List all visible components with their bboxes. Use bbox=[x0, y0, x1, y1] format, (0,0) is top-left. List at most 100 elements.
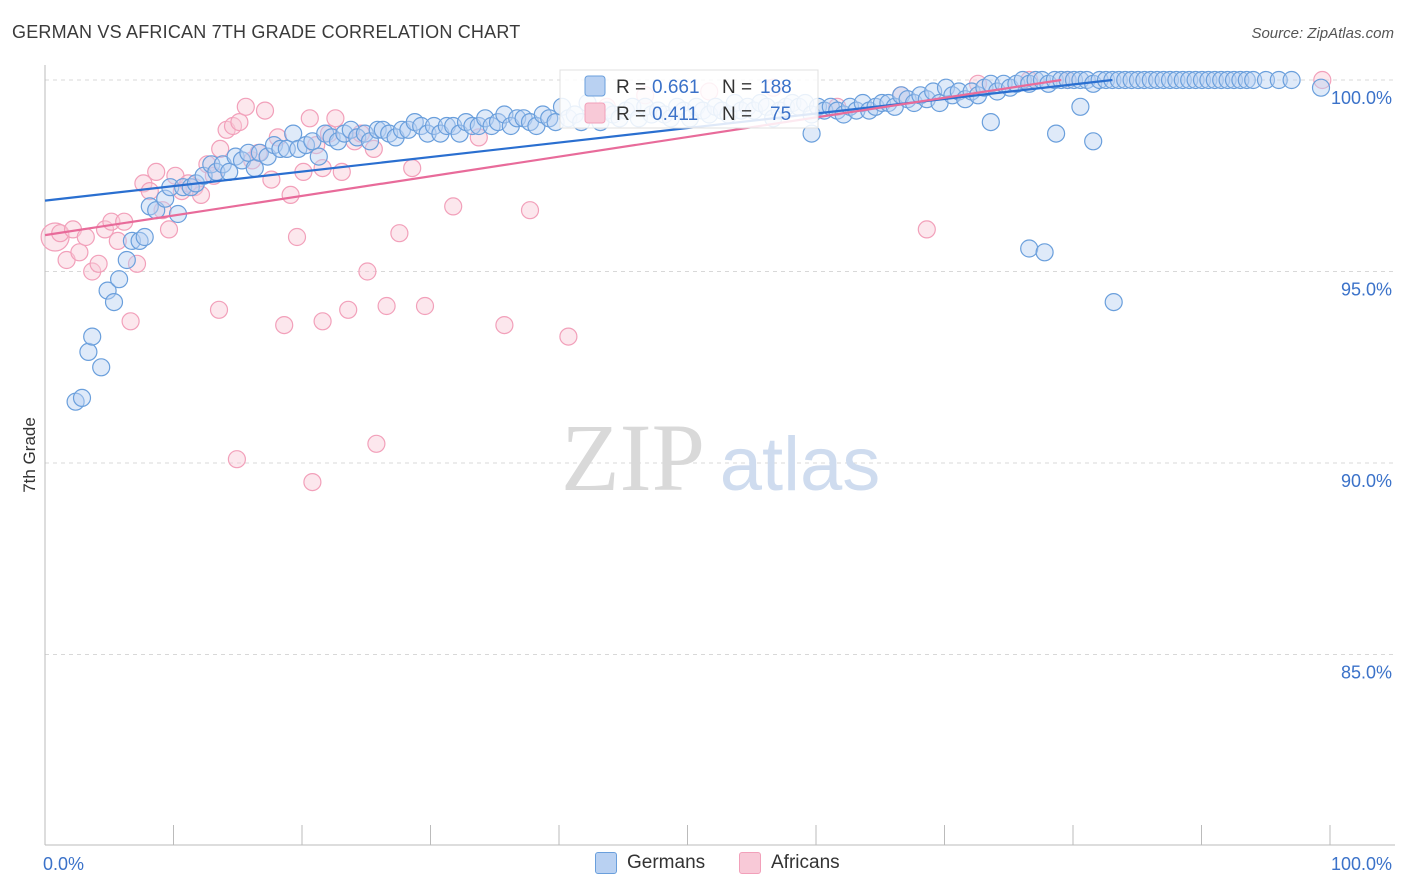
german-point bbox=[424, 116, 444, 136]
german-point bbox=[109, 270, 129, 289]
german-point bbox=[1231, 70, 1250, 90]
african-point bbox=[917, 220, 936, 239]
african-point bbox=[444, 197, 463, 216]
german-point bbox=[1046, 124, 1066, 143]
african-point bbox=[281, 185, 300, 204]
african-point bbox=[313, 312, 332, 331]
african-point bbox=[108, 231, 127, 250]
stat-n-label-germans: N = bbox=[722, 77, 752, 98]
stat-r-germans: 0.661 bbox=[652, 77, 700, 98]
german-point bbox=[368, 120, 387, 139]
german-point bbox=[156, 189, 175, 208]
trend-lines bbox=[44, 78, 1113, 237]
x-tick-label: 0.0% bbox=[43, 854, 84, 874]
german-point bbox=[1104, 293, 1123, 312]
german-point bbox=[1282, 70, 1301, 90]
african-point bbox=[377, 296, 396, 316]
legend-swatch-germans bbox=[584, 75, 606, 97]
legend-item-germans[interactable]: Germans bbox=[595, 852, 705, 874]
german-point bbox=[1256, 70, 1276, 90]
x-tick-label: 100.0% bbox=[1331, 854, 1392, 874]
german-point bbox=[1218, 70, 1237, 90]
y-tick-label: 100.0% bbox=[1331, 88, 1392, 108]
series-legend: Germans Africans bbox=[0, 848, 1406, 880]
stats-legend: R = 0.661 N = 188 R = 0.411 N = 75 bbox=[559, 69, 819, 129]
african-point bbox=[191, 185, 211, 204]
african-point bbox=[403, 159, 422, 178]
german-point bbox=[104, 293, 124, 312]
germans-points bbox=[66, 70, 1331, 411]
legend-item-africans[interactable]: Africans bbox=[739, 852, 840, 874]
african-point bbox=[255, 101, 275, 120]
german-point bbox=[1084, 132, 1103, 151]
y-tick-label: 90.0% bbox=[1341, 471, 1392, 491]
german-point bbox=[1135, 70, 1154, 90]
legend-swatch-africans bbox=[584, 102, 606, 124]
german-point bbox=[135, 227, 154, 247]
african-point bbox=[495, 316, 514, 335]
german-point bbox=[98, 281, 117, 300]
african-point bbox=[76, 227, 95, 247]
german-point bbox=[72, 388, 92, 407]
stat-r-africans: 0.411 bbox=[652, 104, 698, 125]
german-point bbox=[83, 327, 102, 346]
african-point bbox=[159, 220, 179, 239]
stat-r-label-germans: R = bbox=[616, 77, 646, 98]
african-point bbox=[211, 139, 230, 158]
german-point bbox=[1167, 70, 1186, 90]
african-point bbox=[121, 312, 140, 331]
watermark-atlas: atlas bbox=[720, 422, 881, 507]
african-point bbox=[303, 473, 322, 492]
german-point bbox=[412, 116, 431, 136]
chart-title: GERMAN VS AFRICAN 7TH GRADE CORRELATION … bbox=[12, 22, 521, 42]
german-point bbox=[79, 342, 98, 361]
german-point bbox=[1224, 70, 1244, 90]
african-point bbox=[390, 224, 409, 243]
y-tick-label: 85.0% bbox=[1341, 663, 1392, 683]
axes bbox=[44, 65, 1395, 846]
german-point bbox=[1311, 78, 1331, 97]
stat-n-africans: 75 bbox=[770, 104, 791, 125]
african-point bbox=[339, 300, 358, 319]
african-point bbox=[140, 182, 159, 201]
african-point bbox=[147, 162, 166, 181]
african-point bbox=[520, 201, 540, 220]
african-point bbox=[127, 254, 147, 273]
legend-swatch-africans bbox=[739, 852, 761, 874]
stat-r-label-africans: R = bbox=[616, 104, 646, 125]
german-point bbox=[271, 139, 290, 158]
watermark-zip: ZIP bbox=[561, 404, 705, 511]
german-point bbox=[1128, 70, 1148, 90]
african-point bbox=[70, 243, 89, 262]
german-point bbox=[1180, 70, 1199, 90]
german-point bbox=[1269, 70, 1288, 90]
african-point bbox=[287, 227, 307, 247]
german-point bbox=[1244, 70, 1263, 90]
german-point bbox=[1141, 70, 1160, 90]
german-point bbox=[1122, 70, 1141, 90]
y-axis-label: 7th Grade bbox=[20, 417, 39, 493]
german-point bbox=[1199, 70, 1218, 90]
african-point bbox=[236, 97, 255, 116]
african-point bbox=[275, 316, 294, 335]
german-point bbox=[309, 147, 328, 166]
german-point bbox=[92, 358, 111, 377]
german-point bbox=[1035, 243, 1054, 262]
x-tick-labels: 0.0% 100.0% bbox=[43, 854, 1392, 874]
german-point bbox=[1186, 70, 1205, 90]
german-point bbox=[981, 112, 1000, 132]
legend-label-germans: Germans bbox=[627, 852, 706, 873]
german-point bbox=[117, 250, 136, 270]
legend-swatch-germans bbox=[595, 852, 617, 874]
german-point bbox=[341, 120, 360, 139]
stat-n-label-africans: N = bbox=[722, 104, 752, 125]
african-point bbox=[415, 296, 435, 316]
african-point bbox=[358, 262, 377, 281]
german-point bbox=[1160, 70, 1180, 90]
legend-label-africans: Africans bbox=[771, 852, 840, 873]
source-label: Source: ZipAtlas.com bbox=[1251, 25, 1394, 42]
german-point bbox=[1116, 70, 1135, 90]
y-tick-labels: 100.0% 95.0% 90.0% 85.0% bbox=[1331, 88, 1392, 683]
african-point bbox=[559, 327, 578, 346]
